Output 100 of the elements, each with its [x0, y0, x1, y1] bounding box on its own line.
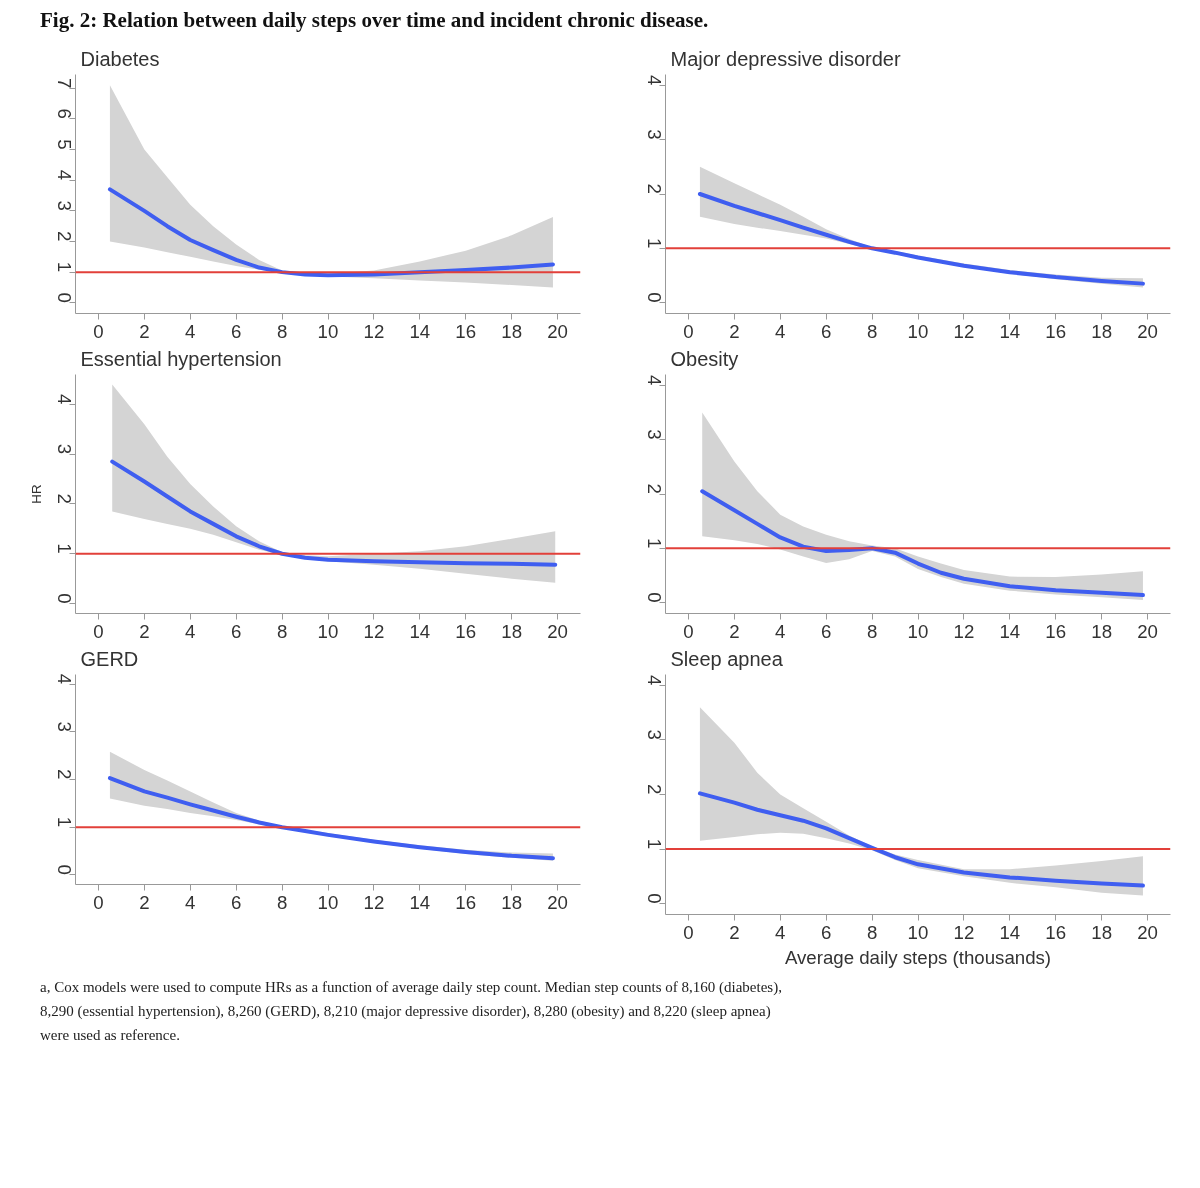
x-tick-label: 20 [547, 620, 568, 642]
x-tick-label: 6 [820, 320, 832, 342]
y-tick-label: 0 [644, 592, 665, 603]
x-tick-label: 10 [907, 921, 929, 943]
x-tick-label: 6 [820, 921, 832, 943]
y-tick-label: 3 [644, 429, 665, 440]
x-tick-label: 20 [547, 320, 568, 342]
x-tick-label: 12 [363, 620, 385, 642]
y-tick-label: 2 [54, 769, 75, 780]
x-tick-label: 4 [775, 320, 786, 342]
x-tick-label: 2 [139, 891, 150, 913]
y-tick-label: 0 [644, 292, 665, 303]
y-tick-label: 3 [644, 129, 665, 140]
x-tick-label: 20 [1137, 320, 1158, 342]
x-tick-label: 20 [547, 891, 568, 913]
y-tick-label: 0 [54, 593, 75, 604]
chart-title: Sleep apnea [670, 647, 784, 670]
y-tick-label: 4 [644, 675, 665, 686]
y-tick-label: 4 [644, 74, 665, 86]
x-tick-label: 10 [907, 620, 929, 642]
x-tick-label: 6 [820, 620, 832, 642]
y-tick-label: 2 [644, 183, 665, 195]
x-tick-label: 14 [999, 620, 1021, 642]
y-tick-label: 2 [54, 231, 75, 242]
y-tick-label: 2 [54, 493, 75, 504]
x-tick-label: 0 [683, 921, 694, 943]
y-tick-label: 1 [54, 543, 75, 554]
x-tick-label: 2 [729, 620, 740, 642]
x-tick-label: 20 [1137, 620, 1158, 642]
y-tick-label: 7 [54, 77, 75, 89]
x-tick-label: 6 [230, 891, 242, 913]
x-tick-label: 2 [139, 620, 150, 642]
x-tick-label: 0 [683, 320, 694, 342]
x-tick-label: 18 [501, 320, 523, 342]
y-tick-label: 6 [54, 108, 75, 119]
y-tick-label: 4 [54, 673, 75, 685]
x-tick-label: 16 [1045, 620, 1067, 642]
y-tick-label: 4 [54, 169, 75, 181]
x-tick-label: 18 [1091, 921, 1113, 943]
chart-title: Obesity [670, 347, 739, 370]
y-tick-label: 5 [54, 139, 75, 150]
x-tick-label: 10 [317, 620, 339, 642]
x-tick-label: 2 [139, 320, 150, 342]
x-tick-label: 18 [1091, 620, 1113, 642]
caption: Fig. 2: Relation between daily steps over time and incident chronic disease. [40, 8, 709, 32]
x-tick-label: 4 [185, 620, 196, 642]
chart-title: Major depressive disorder [670, 47, 901, 70]
x-tick-label: 8 [866, 921, 878, 943]
x-tick-label: 18 [1091, 320, 1113, 342]
x-tick-label: 0 [683, 620, 694, 642]
x-tick-label: 16 [455, 320, 477, 342]
y-tick-label: 1 [644, 838, 665, 850]
y-tick-label: 2 [644, 483, 665, 495]
x-tick-label: 12 [363, 891, 385, 913]
y-tick-label: 3 [54, 200, 75, 211]
y-tick-label: 0 [54, 292, 75, 303]
x-tick-label: 12 [953, 320, 975, 342]
x-tick-label: 0 [93, 620, 104, 642]
y-tick-label: 1 [644, 537, 665, 549]
x-axis-title: Average daily steps (thousands) [784, 946, 1052, 968]
x-tick-label: 18 [501, 620, 523, 642]
x-tick-label: 12 [953, 921, 975, 943]
text: a, Cox models were used to compute HRs as a function of average daily step count. Median step counts of 8,160 (diabetes), 8,290 (essential hypertension), 8,260 (GERD), 8,210 (major depressive disorder), 8,280 (obesity) and 8,220 (sleep apnea) were used as reference. [40, 978, 783, 1045]
y-tick-label: 3 [54, 721, 75, 732]
x-tick-label: 14 [409, 891, 431, 913]
x-tick-label: 10 [317, 320, 339, 342]
x-tick-label: 4 [775, 921, 786, 943]
x-tick-label: 6 [230, 620, 242, 642]
x-tick-label: 12 [363, 320, 385, 342]
x-tick-label: 14 [409, 620, 431, 642]
x-tick-label: 16 [455, 620, 477, 642]
y-tick-label: 3 [54, 443, 75, 455]
x-tick-label: 8 [866, 620, 878, 642]
x-tick-label: 20 [1137, 921, 1158, 943]
x-tick-label: 16 [1045, 921, 1067, 943]
x-tick-label: 16 [1045, 320, 1067, 342]
x-tick-label: 8 [276, 620, 288, 642]
x-tick-label: 14 [409, 320, 431, 342]
x-tick-label: 8 [276, 891, 288, 913]
x-tick-label: 8 [276, 320, 288, 342]
x-tick-label: 0 [93, 320, 104, 342]
x-tick-label: 18 [501, 891, 523, 913]
y-tick-label: 4 [54, 394, 75, 405]
x-tick-label: 4 [185, 320, 196, 342]
y-tick-label: 4 [644, 374, 665, 386]
y-tick-label: 1 [54, 261, 75, 273]
y-tick-label: 2 [644, 784, 665, 795]
x-tick-label: 6 [230, 320, 242, 342]
y-tick-label: 0 [54, 864, 75, 875]
y-tick-label: 1 [54, 816, 75, 828]
x-tick-label: 8 [866, 320, 878, 342]
chart-title: Essential hypertension [80, 347, 282, 370]
x-tick-label: 14 [999, 921, 1021, 943]
x-tick-label: 0 [93, 891, 104, 913]
y-tick-label: 3 [644, 729, 665, 740]
y-axis-title: HR [28, 484, 44, 504]
x-tick-label: 2 [729, 320, 740, 342]
x-tick-label: 12 [953, 620, 975, 642]
x-tick-label: 2 [729, 921, 740, 943]
chart-title: GERD [80, 647, 139, 670]
